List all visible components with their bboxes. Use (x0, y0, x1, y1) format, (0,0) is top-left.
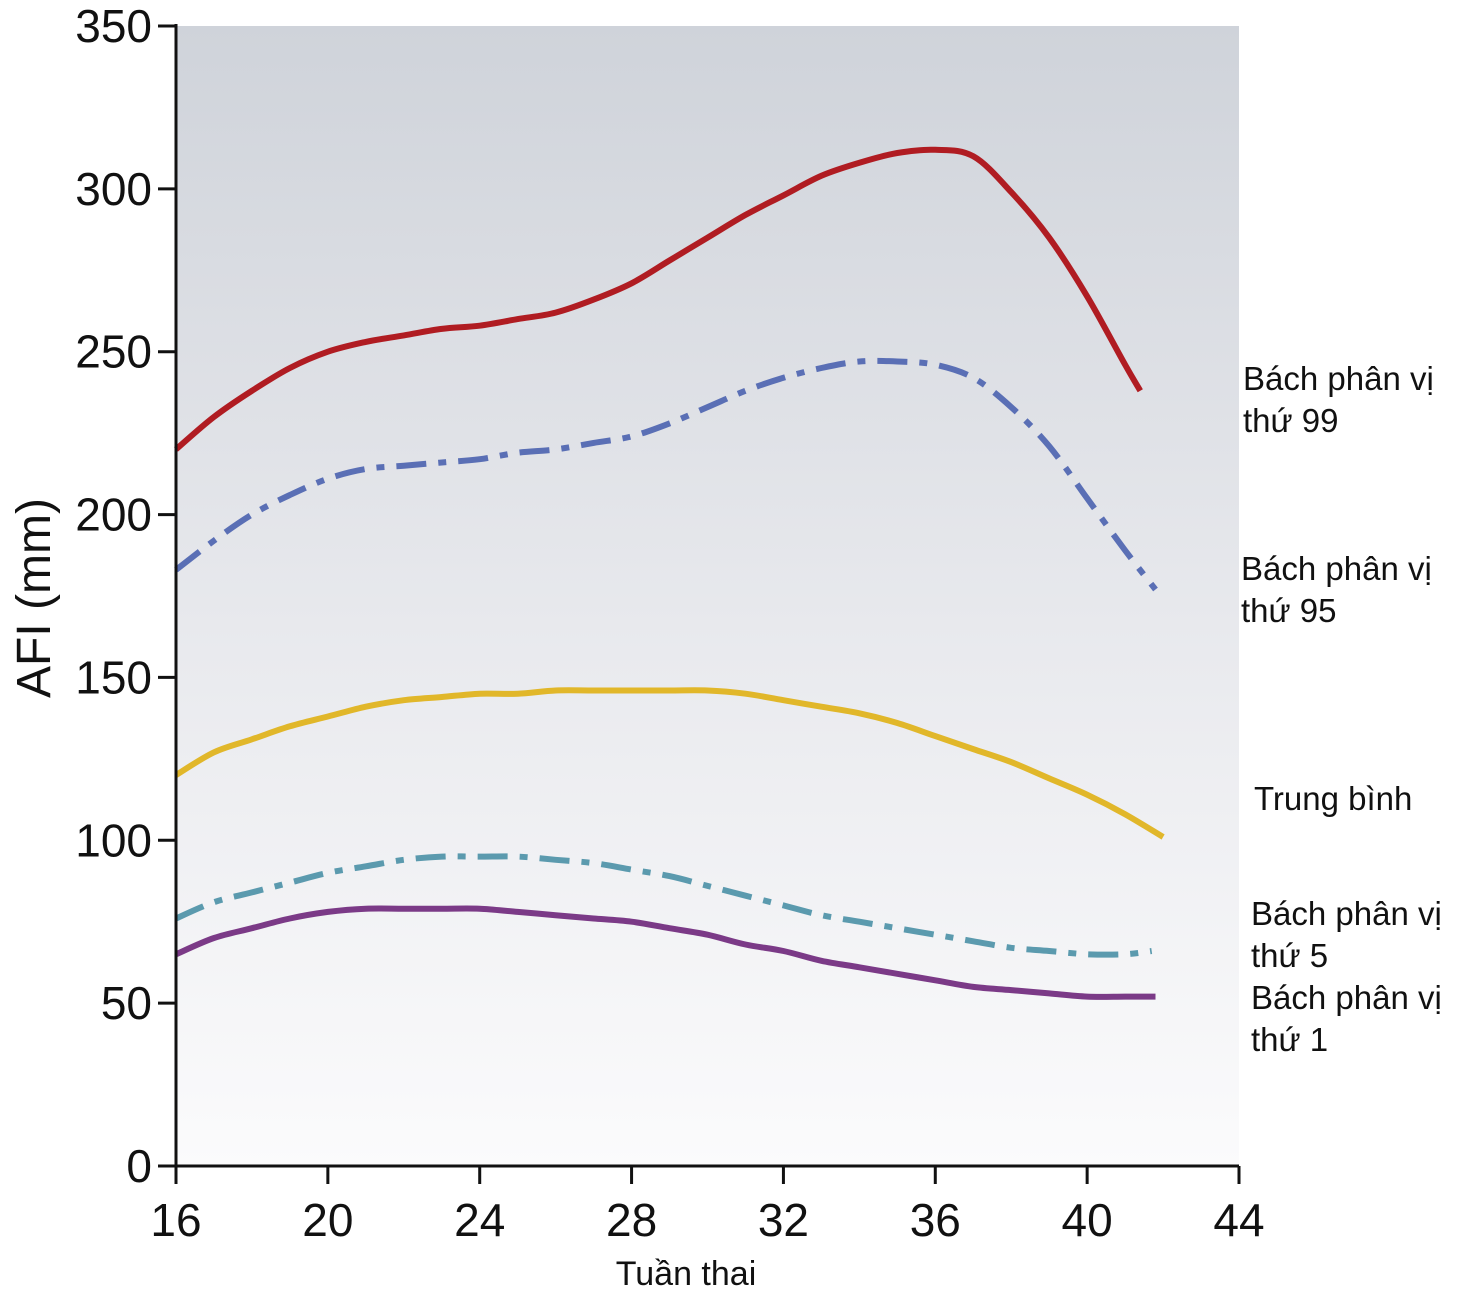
series-line-p95 (174, 357, 1158, 592)
x-tick-label: 28 (606, 1194, 657, 1246)
x-tick-label: 44 (1213, 1194, 1264, 1246)
series-label-p95: thứ 95 (1241, 592, 1337, 629)
series-label-p99: thứ 99 (1243, 402, 1339, 439)
x-tick-label: 40 (1062, 1194, 1113, 1246)
plot-background (176, 26, 1239, 1166)
x-tick-label: 16 (150, 1194, 201, 1246)
series-line-p99 (174, 146, 1143, 452)
x-tick-label: 20 (302, 1194, 353, 1246)
series-label-p5: Bách phân vị (1251, 895, 1442, 932)
y-tick-label: 300 (75, 163, 152, 215)
series-layer (174, 146, 1165, 1000)
y-tick-label: 100 (75, 814, 152, 866)
y-axis-title: AFI (mm) (8, 498, 61, 698)
y-tick-label: 150 (75, 651, 152, 703)
series-label-p1: Bách phân vị (1251, 979, 1442, 1016)
series-label-p1: thứ 1 (1251, 1021, 1328, 1058)
series-label-p5: thứ 5 (1251, 937, 1328, 974)
y-tick-label: 350 (75, 0, 152, 52)
series-line-p1 (174, 905, 1156, 1000)
series-label-mean: Trung bình (1254, 780, 1412, 817)
y-tick-label: 0 (126, 1140, 152, 1192)
y-tick-label: 50 (101, 977, 152, 1029)
series-label-p95: Bách phân vị (1241, 550, 1432, 587)
x-axis-title: Tuần thai (616, 1255, 757, 1293)
x-tick-label: 36 (910, 1194, 961, 1246)
axes-layer: 0 50 100 150 200 250 300 350 16 20 24 28 32 36 40 44 (75, 0, 1264, 1246)
x-tick-label: 24 (454, 1194, 505, 1246)
series-line-mean (174, 687, 1165, 840)
y-tick-label: 200 (75, 489, 152, 541)
y-tick-label: 250 (75, 326, 152, 378)
series-labels: Bách phân vị thứ 99 Bách phân vị thứ 95 Trun… (1241, 360, 1442, 1058)
x-tick-label: 32 (758, 1194, 809, 1246)
series-line-p5 (174, 853, 1153, 958)
series-label-p99: Bách phân vị (1243, 360, 1434, 397)
